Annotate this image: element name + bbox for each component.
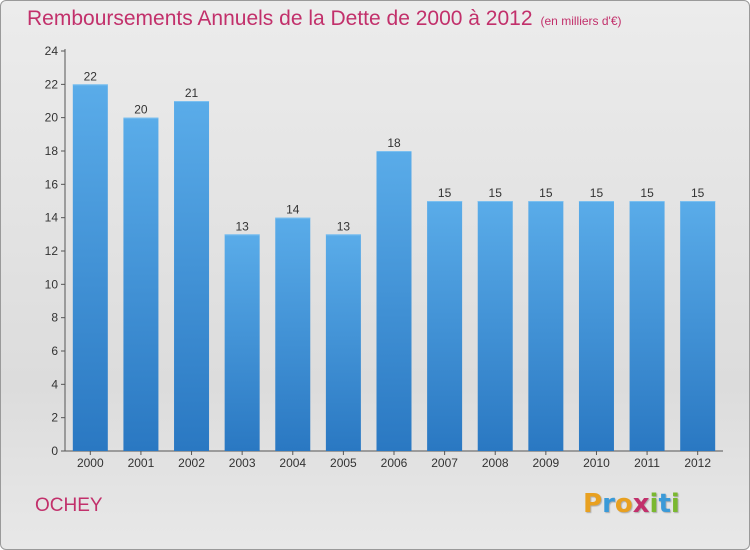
y-tick-label: 10 [45, 277, 59, 291]
bar-value-label: 22 [84, 69, 98, 83]
logo-letter: o [614, 489, 633, 519]
bar [224, 234, 260, 451]
bar-value-label: 13 [235, 219, 249, 233]
bar [528, 201, 564, 451]
x-tick-label: 2007 [431, 456, 458, 470]
logo-letter: x [632, 489, 650, 519]
bar [477, 201, 513, 451]
x-tick-label: 2005 [330, 456, 357, 470]
y-tick-label: 18 [45, 144, 59, 158]
logo-letter: i [670, 489, 680, 519]
x-tick-label: 2008 [482, 456, 509, 470]
y-tick-label: 24 [45, 44, 59, 58]
bar [325, 234, 361, 451]
bar-value-label: 15 [691, 186, 705, 200]
bar [123, 117, 159, 452]
bar [174, 101, 210, 451]
chart-title: Remboursements Annuels de la Dette de 20… [27, 7, 622, 31]
y-tick-label: 20 [45, 111, 59, 125]
y-tick-label: 8 [51, 311, 58, 325]
bar-value-label: 15 [590, 186, 604, 200]
x-tick-label: 2002 [178, 456, 205, 470]
bar [629, 201, 665, 451]
bar-value-label: 15 [640, 186, 654, 200]
bar-value-label: 20 [134, 103, 148, 117]
logo-letter: r [602, 489, 615, 519]
y-tick-label: 4 [51, 377, 58, 391]
bar-value-label: 13 [337, 219, 351, 233]
x-tick-label: 2000 [77, 456, 104, 470]
x-tick-label: 2001 [128, 456, 155, 470]
x-tick-label: 2006 [381, 456, 408, 470]
x-tick-label: 2009 [532, 456, 559, 470]
logo-letter: t [658, 489, 671, 519]
y-tick-label: 6 [51, 344, 58, 358]
bar-value-label: 15 [539, 186, 553, 200]
x-tick-label: 2003 [229, 456, 256, 470]
y-tick-label: 2 [51, 411, 58, 425]
x-tick-label: 2004 [279, 456, 306, 470]
bar [578, 201, 614, 451]
y-tick-label: 14 [45, 211, 59, 225]
bar [72, 84, 108, 451]
chart-subtitle: (en milliers d'€) [540, 14, 622, 28]
logo-letter: P [583, 489, 603, 519]
bar [376, 151, 412, 451]
y-tick-label: 16 [45, 177, 59, 191]
x-tick-label: 2012 [684, 456, 711, 470]
bar [275, 217, 311, 451]
bar-value-label: 15 [438, 186, 452, 200]
bar [680, 201, 716, 451]
bar-value-label: 18 [387, 136, 401, 150]
bar-value-label: 21 [185, 86, 199, 100]
x-tick-label: 2011 [634, 456, 660, 470]
title-text: Remboursements Annuels de la Dette de 20… [27, 7, 533, 30]
bar-value-label: 15 [489, 186, 503, 200]
y-tick-label: 0 [51, 444, 58, 458]
logo-letter: i [649, 489, 659, 519]
y-tick-label: 22 [45, 77, 59, 91]
y-tick-label: 12 [45, 244, 59, 258]
bar-value-label: 14 [286, 203, 300, 217]
bar [427, 201, 463, 451]
proxiti-logo: Proxiti [583, 489, 680, 519]
commune-name: OCHEY [35, 495, 103, 516]
x-tick-label: 2010 [583, 456, 610, 470]
